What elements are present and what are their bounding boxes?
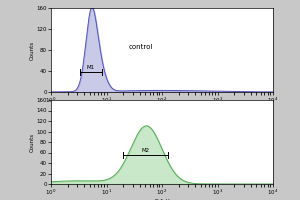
Text: control: control: [129, 44, 153, 50]
Text: M1: M1: [87, 65, 95, 70]
Y-axis label: Counts: Counts: [30, 132, 35, 152]
X-axis label: FL1-H: FL1-H: [154, 199, 170, 200]
Y-axis label: Counts: Counts: [30, 40, 35, 60]
Text: M2: M2: [141, 148, 149, 153]
X-axis label: FL1-H: FL1-H: [154, 107, 170, 112]
